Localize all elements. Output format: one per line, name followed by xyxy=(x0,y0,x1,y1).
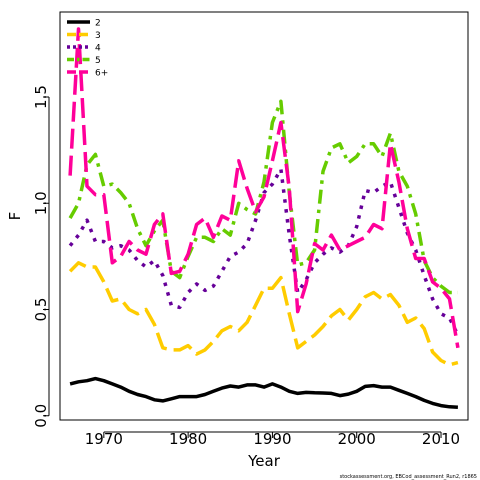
y-axis: 0.0 0.5 1.0 1.5 xyxy=(32,85,50,428)
y-tick-label-2: 1.0 xyxy=(32,191,50,215)
credit-footnote: stockassessment.org, EBCod_assessment_Ru… xyxy=(340,474,477,480)
x-axis-title: Year xyxy=(247,452,281,470)
series-line-1 xyxy=(68,261,459,367)
series-line-4 xyxy=(68,27,460,349)
x-tick-label-1990: 1990 xyxy=(253,430,291,448)
y-axis-title: F xyxy=(6,212,24,221)
y-tick-label-1: 0.5 xyxy=(32,298,50,322)
x-tick-label-2000: 2000 xyxy=(338,430,376,448)
legend-label-3: 5 xyxy=(95,56,101,66)
series-line-0 xyxy=(69,376,459,410)
x-tick-label-2010: 2010 xyxy=(422,430,460,448)
y-tick-label-0: 0.0 xyxy=(32,404,50,428)
x-tick-label-1970: 1970 xyxy=(85,430,123,448)
legend: 2 3 4 5 6+ xyxy=(67,19,108,79)
legend-label-1: 3 xyxy=(95,31,101,41)
x-axis: 1970 1980 1990 2000 2010 xyxy=(85,430,460,448)
plot-frame xyxy=(59,11,469,421)
x-tick-label-1980: 1980 xyxy=(169,430,207,448)
legend-label-0: 2 xyxy=(95,19,101,29)
y-tick-label-3: 1.5 xyxy=(32,85,50,109)
legend-label-4: 6+ xyxy=(95,69,108,79)
legend-label-2: 4 xyxy=(95,44,101,54)
series-line-2 xyxy=(68,167,460,336)
series-layer xyxy=(68,27,460,410)
series-line-3 xyxy=(68,99,458,295)
